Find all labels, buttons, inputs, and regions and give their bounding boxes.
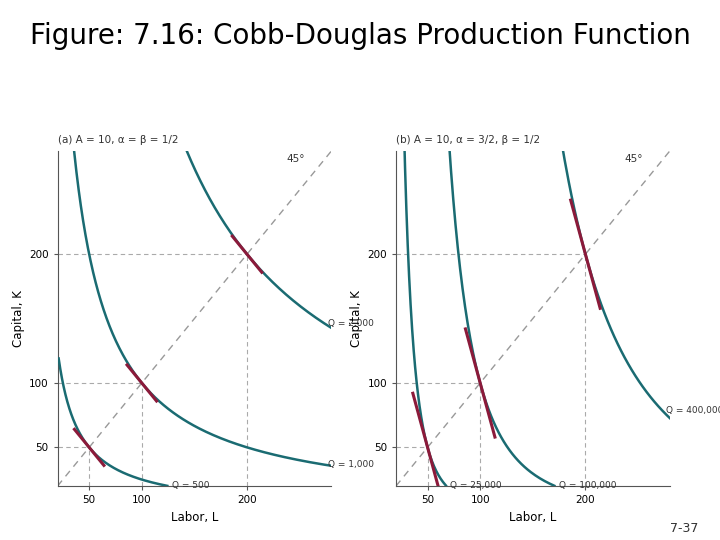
X-axis label: Labor, L: Labor, L bbox=[509, 511, 557, 524]
Text: Q = 2,000: Q = 2,000 bbox=[328, 319, 374, 328]
Text: (a) A = 10, α = β = 1/2: (a) A = 10, α = β = 1/2 bbox=[58, 135, 178, 145]
Y-axis label: Capital, K: Capital, K bbox=[12, 290, 24, 347]
Text: (b) A = 10, α = 3/2, β = 1/2: (b) A = 10, α = 3/2, β = 1/2 bbox=[396, 135, 540, 145]
Text: Q = 500: Q = 500 bbox=[171, 481, 209, 490]
Text: 45°: 45° bbox=[286, 154, 305, 164]
Text: Figure: 7.16: Cobb-Douglas Production Function: Figure: 7.16: Cobb-Douglas Production Fu… bbox=[30, 22, 690, 50]
Text: Q = 400,000: Q = 400,000 bbox=[667, 406, 720, 415]
Text: 7-37: 7-37 bbox=[670, 522, 698, 535]
Text: 45°: 45° bbox=[624, 154, 643, 164]
Text: Q = 25,000: Q = 25,000 bbox=[450, 481, 502, 490]
Text: Q = 1,000: Q = 1,000 bbox=[328, 460, 374, 469]
X-axis label: Labor, L: Labor, L bbox=[171, 511, 218, 524]
Y-axis label: Capital, K: Capital, K bbox=[350, 290, 363, 347]
Text: Q = 100,000: Q = 100,000 bbox=[559, 481, 616, 490]
